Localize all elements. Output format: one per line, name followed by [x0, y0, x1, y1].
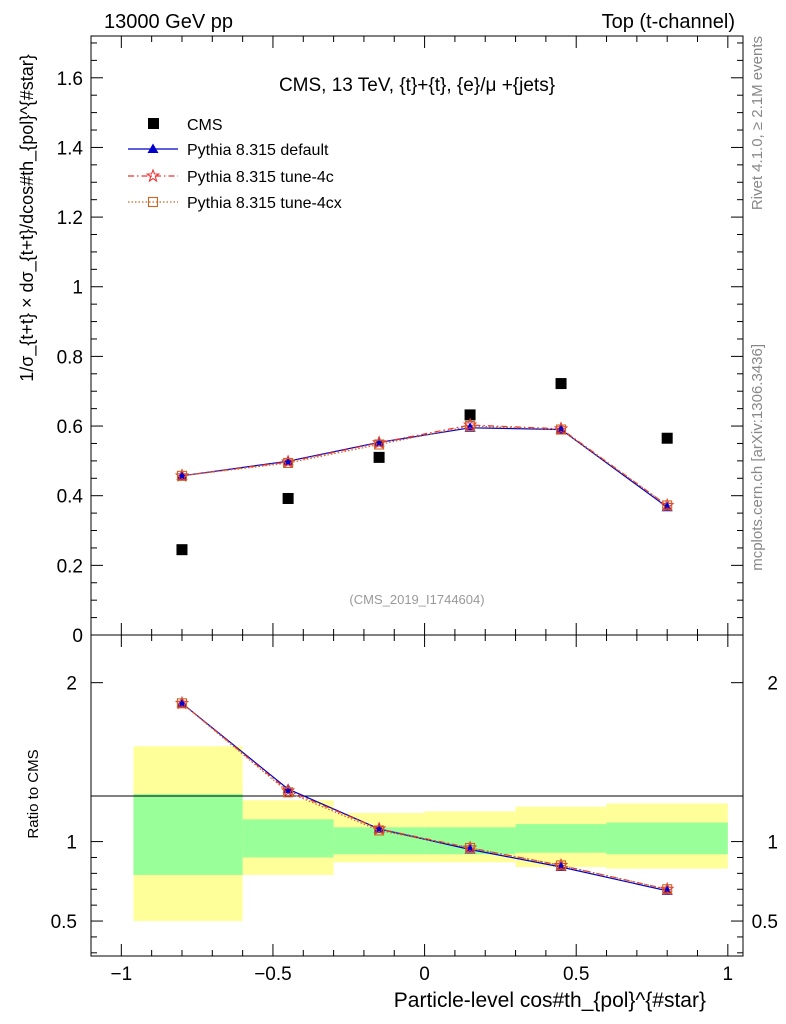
ratio-point-s2: [176, 698, 188, 709]
side-rivet-text: Rivet 4.1.0, ≥ 2.1M events: [749, 36, 766, 210]
header-left: 13000 GeV pp: [104, 11, 233, 33]
ratio-band-inner: [242, 819, 334, 858]
legend-label-cms: CMS: [187, 117, 223, 134]
main-ylabel: 1/σ_{t+t} × dσ_{t+t}/dcos#th_{pol}^{#sta…: [17, 54, 38, 381]
main-point-s0: [373, 451, 385, 463]
main-y-tick-label: 0: [72, 626, 83, 647]
ratio-y-tick-label-right: 1: [767, 833, 778, 854]
main-point-s0: [555, 378, 567, 390]
main-title: CMS, 13 TeV, {t}+{t}, {e}/μ +{jets}: [279, 75, 555, 96]
main-point-s0: [176, 544, 188, 556]
main-series-line: [181, 424, 668, 506]
ratio-y-tick-label: 2: [66, 674, 77, 695]
ratio-point-s2: [465, 842, 476, 853]
main-panel: CMS, 13 TeV, {t}+{t}, {e}/μ +{jets} (CMS…: [17, 35, 744, 647]
ratio-y-tick-label: 0.5: [51, 912, 77, 933]
main-point-s3: [465, 420, 476, 432]
header-right: Top (t-channel): [602, 11, 735, 33]
legend-marker-tune4c: [145, 168, 161, 183]
main-y-tick-label: 1.2: [57, 208, 83, 229]
ratio-ylabel: Ratio to CMS: [25, 749, 42, 838]
ratio-x-tick-label: 0.5: [563, 964, 589, 985]
main-point-s0: [282, 492, 294, 504]
legend-marker-cms: [148, 118, 159, 129]
ratio-band-inner: [606, 822, 728, 855]
main-y-tick-label: 0.6: [57, 417, 83, 438]
ratio-x-tick-label: −0.5: [254, 964, 292, 985]
ratio-point-s2: [662, 884, 673, 895]
main-point-s0: [464, 409, 476, 421]
ratio-y-tick-label: 1: [66, 833, 77, 854]
main-y-tick-label: 1: [72, 278, 83, 299]
legend-label-default: Pythia 8.315 default: [187, 142, 329, 159]
legend-label-tune4c: Pythia 8.315 tune-4c: [187, 169, 334, 186]
ratio-x-tick-label: 1: [723, 964, 734, 985]
ratio-band-inner: [133, 793, 243, 875]
ratio-y-tick-label-right: 0.5: [752, 912, 778, 933]
ratio-x-tick-label: −1: [110, 964, 132, 985]
main-y-tick-label: 0.8: [57, 347, 83, 368]
legend-label-tune4cx: Pythia 8.315 tune-4cx: [187, 195, 342, 212]
main-point-s3: [283, 457, 294, 469]
main-series-line: [181, 427, 668, 508]
main-y-tick-label: 1.4: [57, 138, 84, 159]
ratio-series-line: [181, 702, 668, 890]
legend-marker-default: [147, 143, 159, 153]
main-point-s3: [555, 424, 567, 435]
ratio-xlabel: Particle-level cos#th_{pol}^{#star}: [394, 989, 706, 1012]
main-series-line: [181, 425, 668, 506]
ratio-y-tick-label-right: 2: [767, 674, 778, 695]
ratio-point-s2: [283, 787, 294, 798]
main-y-tick-label: 0.4: [57, 487, 84, 508]
legend: CMS Pythia 8.315 default Pythia 8.315 tu…: [128, 117, 342, 212]
side-site-text: mcplots.cern.ch [arXiv:1306.3436]: [749, 344, 766, 571]
ratio-plot-frame: [90, 634, 744, 957]
legend-marker-tune4cx: [147, 196, 159, 208]
ratio-point-s2: [374, 825, 385, 836]
ratio-x-tick-label: 0: [419, 964, 430, 985]
ratio-panel: 0.5 0.5 1 1 2 2 −1 −0.5 0 0.5 1 Ratio to CMS Parti…: [25, 634, 778, 1012]
main-y-tick-label: 1.6: [57, 69, 83, 90]
main-point-s0: [661, 432, 673, 444]
watermark: (CMS_2019_I1744604): [349, 592, 484, 607]
ratio-band-inner: [515, 824, 607, 853]
main-point-s3: [176, 470, 188, 481]
main-point-s3: [374, 439, 385, 450]
main-point-s3: [662, 500, 673, 511]
main-y-tick-label: 0.2: [57, 556, 83, 577]
ratio-point-s2: [555, 860, 567, 871]
